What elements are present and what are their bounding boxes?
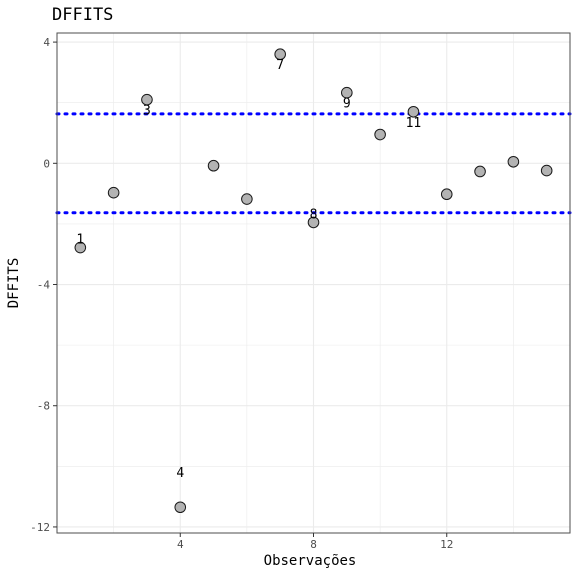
data-point	[341, 86, 353, 99]
y-tick-label: -8	[37, 400, 50, 413]
data-point	[74, 241, 87, 254]
point-label: 3	[143, 104, 151, 119]
point-labels: 1 3 4 7 8 9 11	[76, 58, 421, 481]
x-axis-ticks: 4 8 12	[177, 533, 453, 551]
data-point	[274, 48, 286, 61]
data-point	[141, 93, 153, 106]
y-axis-title: DFFITS	[6, 258, 22, 309]
y-tick-label: 4	[43, 36, 50, 49]
point-label: 7	[276, 58, 284, 73]
data-point	[307, 216, 320, 229]
data-point	[507, 155, 520, 168]
x-tick-label: 4	[177, 538, 184, 551]
data-point	[540, 164, 553, 177]
data-point	[407, 105, 420, 118]
data-point	[440, 188, 453, 201]
y-tick-label: -4	[37, 279, 51, 292]
point-label: 4	[176, 466, 184, 481]
y-tick-label: 0	[43, 157, 50, 170]
x-tick-label: 8	[310, 538, 317, 551]
point-label: 1	[76, 233, 84, 248]
data-point	[107, 186, 120, 199]
point-label: 9	[343, 97, 351, 112]
data-point	[174, 501, 187, 514]
data-point	[374, 128, 386, 141]
x-axis-title: Observações	[264, 553, 357, 569]
reference-lines	[55, 112, 572, 215]
chart-title: DFFITS	[52, 5, 113, 25]
data-point	[207, 159, 220, 172]
point-label: 11	[406, 116, 422, 131]
y-tick-label: -12	[30, 521, 50, 534]
data-points	[74, 48, 553, 514]
y-axis-ticks: 4 0 -4 -8 -12	[30, 36, 57, 534]
x-tick-label: 12	[440, 538, 453, 551]
grid	[57, 33, 570, 533]
data-point	[241, 193, 253, 205]
data-point	[474, 165, 486, 178]
point-label: 8	[310, 207, 318, 222]
